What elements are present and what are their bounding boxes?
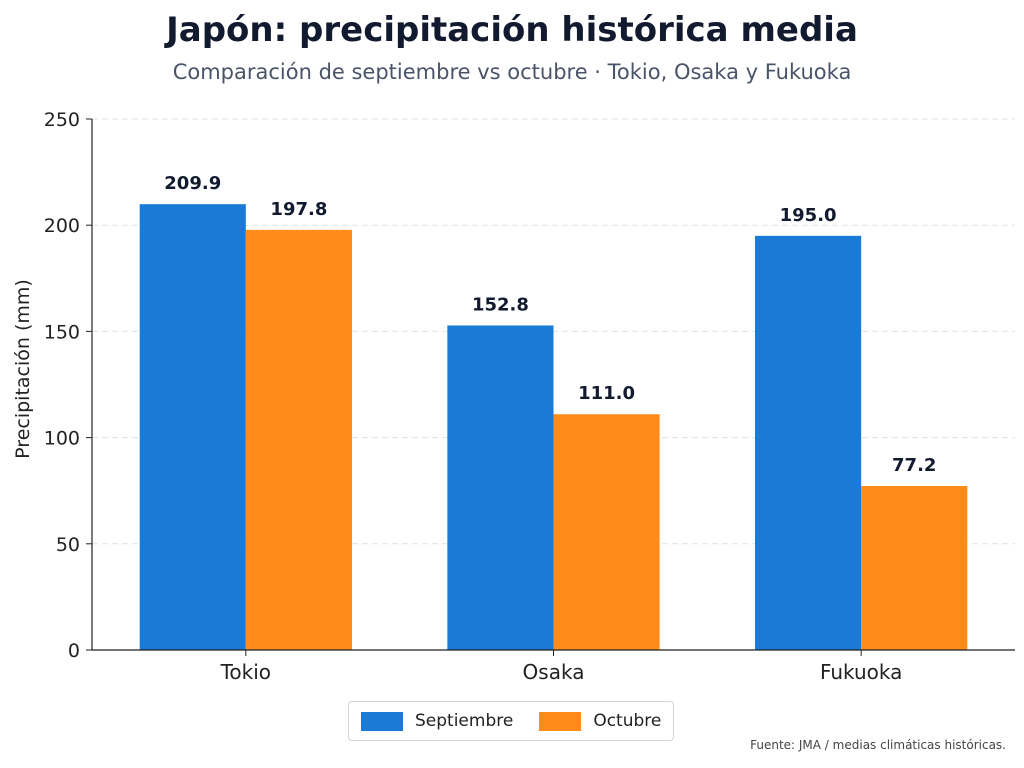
x-tick-label: Fukuoka — [820, 660, 902, 684]
bar-octubre-tokio — [245, 229, 352, 650]
source-note: Fuente: JMA / medias climáticas históric… — [750, 738, 1006, 752]
bar-octubre-osaka — [553, 414, 660, 650]
bar-septiembre-tokio — [139, 204, 246, 650]
y-tick-label: 200 — [44, 215, 80, 237]
x-tick-label: Osaka — [523, 660, 585, 684]
y-tick-label: 150 — [44, 321, 80, 343]
chart-title: Japón: precipitación histórica media — [166, 10, 858, 50]
legend-item-septiembre: Septiembre — [361, 711, 513, 731]
data-label: 195.0 — [780, 205, 837, 226]
bar-septiembre-fukuoka — [755, 235, 862, 650]
data-label: 77.2 — [892, 455, 936, 476]
legend-item-octubre: Octubre — [539, 711, 661, 731]
y-tick-label: 100 — [44, 428, 80, 450]
x-tick-label: Tokio — [220, 660, 271, 684]
chart-subtitle: Comparación de septiembre vs octubre · T… — [172, 60, 852, 84]
y-axis: 0 50 100 150 200 250 — [44, 109, 93, 662]
legend-swatch-octubre — [539, 711, 582, 731]
data-label: 111.0 — [578, 383, 635, 404]
legend-label-septiembre: Septiembre — [415, 711, 514, 731]
legend-swatch-septiembre — [361, 711, 403, 731]
bars: 209.9 197.8 152.8 111.0 195.0 77.2 — [139, 173, 968, 650]
bar-chart: 0 50 100 150 200 250 209.9 197.8 152.8 111.0 195.… — [12, 109, 1015, 684]
y-tick-label: 50 — [56, 534, 80, 556]
y-tick-label: 0 — [68, 640, 80, 662]
data-label: 209.9 — [164, 173, 221, 194]
legend: Septiembre Octubre — [348, 701, 674, 741]
x-axis: Tokio Osaka Fukuoka — [92, 649, 1015, 684]
y-tick-label: 250 — [44, 109, 80, 131]
bar-septiembre-osaka — [447, 325, 554, 650]
bar-octubre-fukuoka — [861, 486, 968, 650]
data-label: 197.8 — [270, 199, 327, 220]
data-label: 152.8 — [472, 294, 529, 315]
y-axis-label: Precipitación (mm) — [12, 279, 34, 459]
legend-label-octubre: Octubre — [593, 711, 662, 731]
